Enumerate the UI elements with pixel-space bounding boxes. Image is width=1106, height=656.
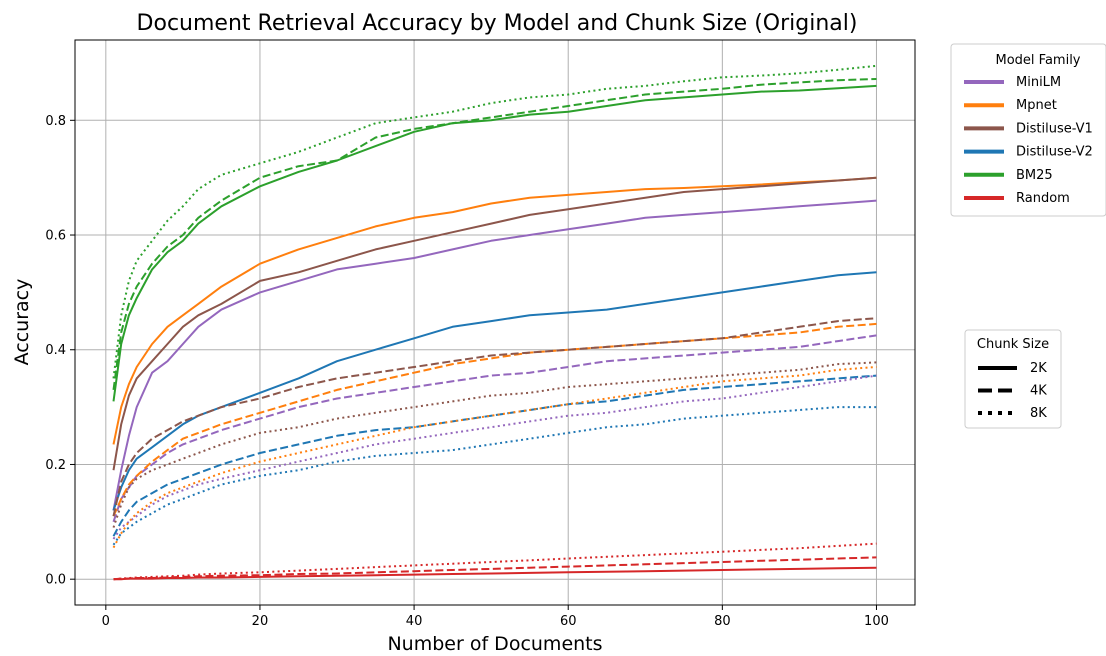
legend-family-title: Model Family bbox=[996, 53, 1081, 68]
series-line-random-8k bbox=[113, 542, 877, 581]
y-axis-ticks: 0.0 0.2 0.4 0.6 0.8 bbox=[45, 114, 75, 588]
legend-label-distiluse-v1: Distiluse-V1 bbox=[1016, 121, 1093, 136]
legend-label-chunk-4k: 4K bbox=[1030, 384, 1047, 399]
series-lines bbox=[112, 64, 877, 581]
series-line-mpnet-2k bbox=[112, 176, 877, 445]
series-line-random-4k bbox=[113, 556, 877, 581]
series-line-mpnet-4k bbox=[112, 322, 877, 517]
legend-label-chunk-2k: 2K bbox=[1030, 361, 1047, 376]
y-tick-label: 0.6 bbox=[45, 229, 66, 244]
legend-label-bm25: BM25 bbox=[1016, 168, 1053, 183]
x-tick-label: 80 bbox=[714, 614, 731, 629]
x-tick-label: 0 bbox=[102, 614, 110, 629]
chart-title: Document Retrieval Accuracy by Model and… bbox=[137, 11, 858, 36]
legend-label-minilm: MiniLM bbox=[1016, 75, 1061, 90]
x-axis-label: Number of Documents bbox=[387, 633, 602, 655]
y-tick-label: 0.0 bbox=[45, 573, 66, 588]
series-line-minilm-2k bbox=[112, 199, 877, 511]
legend-label-mpnet: Mpnet bbox=[1016, 98, 1057, 113]
legend-chunk-title: Chunk Size bbox=[977, 337, 1049, 352]
x-tick-label: 40 bbox=[406, 614, 423, 629]
series-line-minilm-4k bbox=[112, 334, 877, 523]
series-line-bm25-4k bbox=[112, 78, 877, 391]
series-line-bm25-8k bbox=[112, 64, 877, 379]
x-tick-label: 20 bbox=[252, 614, 269, 629]
legend-model-family: Model Family MiniLM Mpnet Distiluse-V1 Dist… bbox=[950, 43, 1106, 217]
x-tick-label: 60 bbox=[560, 614, 577, 629]
legend-label-distiluse-v2: Distiluse-V2 bbox=[1016, 145, 1093, 160]
y-tick-label: 0.4 bbox=[45, 343, 66, 358]
legend-chunk-size: Chunk Size 2K 4K 8K bbox=[964, 329, 1062, 429]
legend-label-chunk-8k: 8K bbox=[1030, 406, 1047, 421]
series-line-distiluse-v1-8k bbox=[112, 361, 877, 528]
legend-chunk-box bbox=[964, 329, 1062, 429]
x-tick-label: 100 bbox=[864, 614, 889, 629]
series-line-distiluse-v2-8k bbox=[112, 406, 877, 546]
y-tick-label: 0.2 bbox=[45, 458, 66, 473]
legend-label-random: Random bbox=[1016, 191, 1070, 206]
x-axis-ticks: 0 20 40 60 80 100 bbox=[102, 605, 889, 629]
series-line-distiluse-v2-4k bbox=[112, 374, 877, 537]
series-line-distiluse-v1-2k bbox=[112, 176, 877, 471]
y-tick-label: 0.8 bbox=[45, 114, 66, 129]
series-line-minilm-8k bbox=[112, 374, 877, 540]
series-line-distiluse-v2-2k bbox=[112, 271, 877, 511]
y-axis-label: Accuracy bbox=[11, 279, 33, 366]
plot-frame bbox=[74, 39, 916, 606]
series-line-mpnet-8k bbox=[112, 366, 877, 549]
series-line-bm25-2k bbox=[112, 84, 877, 402]
